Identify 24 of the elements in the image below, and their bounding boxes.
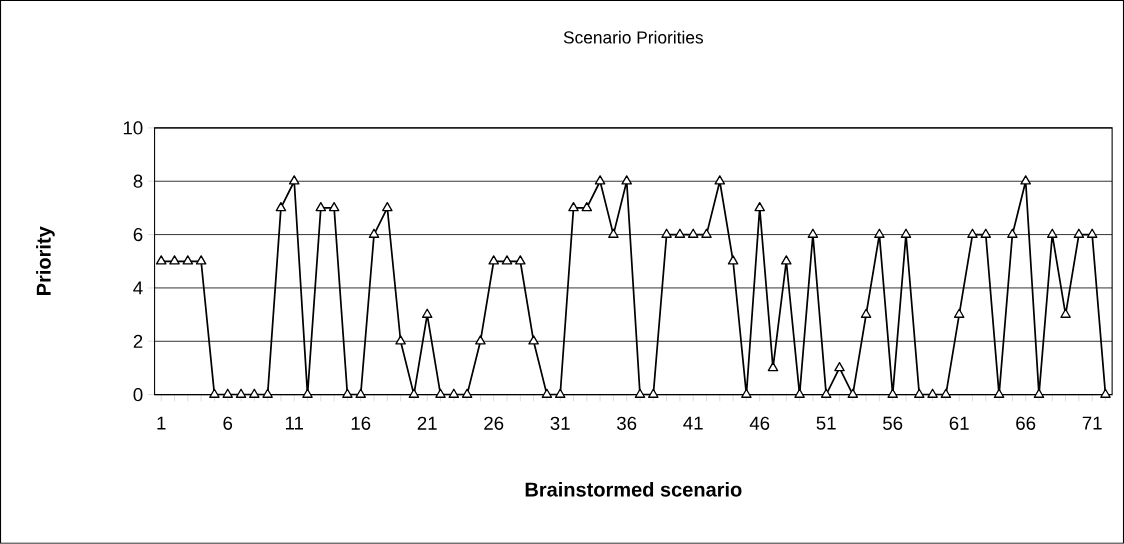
chart-title: Scenario Priorities — [563, 30, 704, 44]
y-tick-label: 10 — [123, 121, 143, 135]
x-tick-label: 6 — [223, 416, 233, 430]
x-tick-label: 71 — [1082, 416, 1102, 430]
y-tick-label: 0 — [133, 388, 143, 402]
x-tick-label: 21 — [417, 416, 437, 430]
x-tick-label: 36 — [617, 416, 637, 430]
x-tick-label: 16 — [351, 416, 371, 430]
y-tick-label: 4 — [133, 281, 143, 295]
x-tick-label: 46 — [749, 416, 770, 430]
x-tick-label: 61 — [949, 416, 969, 430]
x-tick-label: 56 — [883, 416, 903, 430]
x-tick-label: 51 — [816, 416, 836, 430]
x-tick-label: 41 — [683, 416, 703, 430]
x-tick-label: 66 — [1016, 416, 1036, 430]
x-axis-title: Brainstormed scenario — [525, 482, 742, 497]
x-tick-label: 1 — [157, 416, 166, 430]
x-tick-label: 31 — [550, 416, 570, 430]
y-tick-label: 6 — [133, 228, 143, 242]
y-axis-title: Priority — [36, 226, 55, 295]
y-tick-label: 2 — [133, 334, 143, 348]
y-tick-label: 8 — [133, 174, 143, 188]
x-tick-label: 11 — [285, 416, 303, 430]
x-tick-label: 26 — [484, 416, 504, 430]
